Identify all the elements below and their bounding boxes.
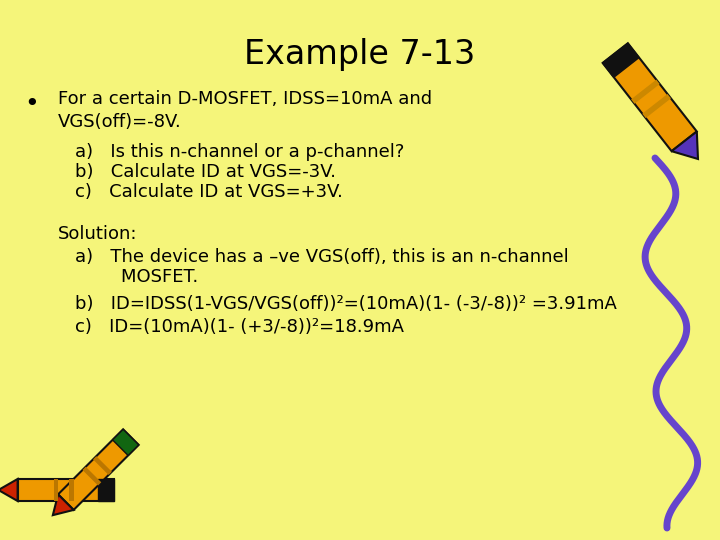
Polygon shape: [69, 479, 74, 501]
Polygon shape: [112, 429, 139, 455]
Polygon shape: [98, 479, 114, 501]
Text: b)   Calculate ID at VGS=-3V.: b) Calculate ID at VGS=-3V.: [75, 163, 336, 181]
Polygon shape: [53, 495, 73, 515]
Polygon shape: [53, 479, 58, 501]
Text: a)   The device has a –ve VGS(off), this is an n-channel: a) The device has a –ve VGS(off), this i…: [75, 248, 569, 266]
Polygon shape: [0, 479, 17, 501]
Polygon shape: [17, 479, 114, 501]
Text: b)   ID=IDSS(1-VGS/VGS(off))²=(10mA)(1- (-3/-8))² =3.91mA: b) ID=IDSS(1-VGS/VGS(off))²=(10mA)(1- (-…: [75, 295, 617, 313]
Polygon shape: [93, 456, 112, 475]
Text: Solution:: Solution:: [58, 225, 138, 243]
Text: a)   Is this n-channel or a p-channel?: a) Is this n-channel or a p-channel?: [75, 143, 405, 161]
Text: MOSFET.: MOSFET.: [75, 268, 198, 286]
Text: VGS(off)=-8V.: VGS(off)=-8V.: [58, 113, 181, 131]
Polygon shape: [631, 79, 660, 104]
Polygon shape: [83, 467, 102, 485]
Text: c)   Calculate ID at VGS=+3V.: c) Calculate ID at VGS=+3V.: [75, 183, 343, 201]
Polygon shape: [603, 43, 697, 151]
Polygon shape: [603, 43, 639, 77]
Text: c)   ID=(10mA)(1- (+3/-8))²=18.9mA: c) ID=(10mA)(1- (+3/-8))²=18.9mA: [75, 318, 404, 336]
Text: Example 7-13: Example 7-13: [244, 38, 476, 71]
Text: For a certain D-MOSFET, IDSS=10mA and: For a certain D-MOSFET, IDSS=10mA and: [58, 90, 432, 108]
Polygon shape: [58, 429, 139, 510]
Polygon shape: [672, 131, 698, 159]
Polygon shape: [642, 94, 671, 118]
Text: •: •: [24, 92, 40, 116]
